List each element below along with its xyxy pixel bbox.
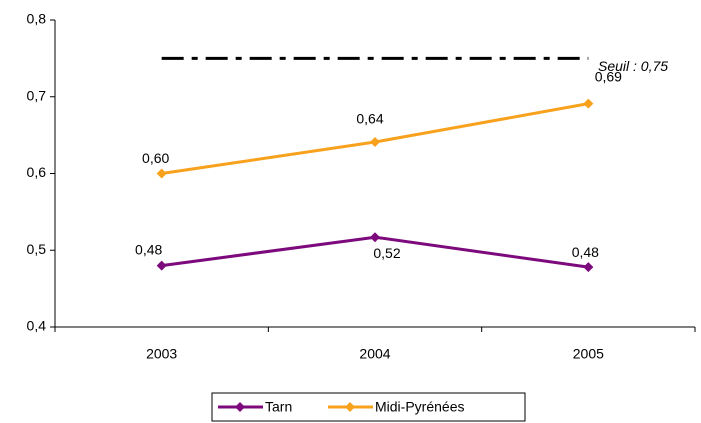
value-label: 0,60 — [142, 150, 169, 166]
point — [156, 168, 167, 179]
y-tick-label: 0,7 — [27, 87, 47, 103]
value-label: 0,69 — [595, 68, 622, 84]
x-tick-label: 2003 — [146, 346, 177, 362]
value-label: 0,48 — [572, 244, 599, 260]
point — [370, 232, 380, 243]
threshold-label: Seuil : 0,75 — [598, 58, 668, 74]
point — [583, 98, 594, 109]
value-label: 0,48 — [135, 241, 162, 257]
x-tick-label: 2005 — [573, 346, 604, 362]
legend-label: Tarn — [265, 399, 292, 415]
y-tick-label: 0,5 — [27, 241, 47, 257]
legend-label: Midi-Pyrénées — [375, 399, 464, 415]
value-label: 0,52 — [373, 245, 400, 261]
legend-marker — [345, 402, 355, 412]
legend-marker — [235, 402, 245, 412]
point — [583, 262, 594, 273]
point — [370, 137, 380, 148]
y-tick-label: 0,4 — [27, 318, 47, 334]
value-label: 0,64 — [356, 111, 383, 127]
point — [156, 260, 167, 271]
y-tick-label: 0,6 — [27, 164, 47, 180]
y-tick-label: 0,8 — [27, 11, 47, 27]
x-tick-label: 2004 — [359, 346, 390, 362]
